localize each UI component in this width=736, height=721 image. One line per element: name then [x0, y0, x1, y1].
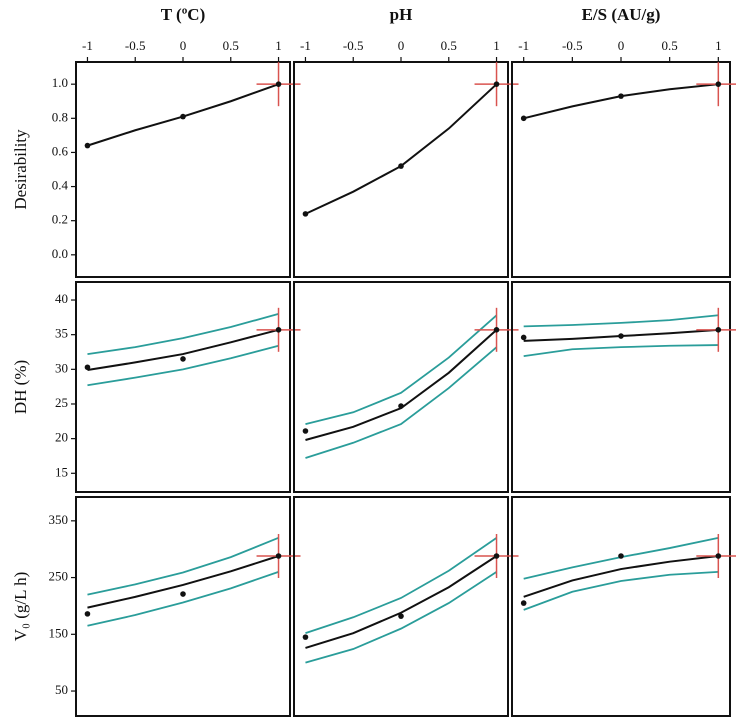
x-tick-label: 0.5	[441, 38, 457, 53]
x-tick-label: 0	[618, 38, 625, 53]
x-tick-label: -0.5	[562, 38, 583, 53]
y-tick-label: 20	[55, 430, 68, 445]
x-tick-label: 1	[715, 38, 722, 53]
line	[523, 314, 719, 328]
line	[87, 571, 279, 627]
data-point	[618, 553, 624, 559]
data-point	[398, 163, 404, 169]
data-point	[180, 356, 186, 362]
y-tick-label: 40	[55, 291, 68, 306]
panel	[511, 496, 731, 717]
line	[87, 555, 279, 609]
data-point	[302, 634, 309, 640]
line	[87, 328, 279, 372]
line	[305, 571, 498, 664]
x-tick-label: -1	[82, 38, 93, 53]
x-tick-label: 0	[398, 38, 405, 53]
data-point	[84, 364, 91, 371]
data-point	[493, 327, 500, 333]
x-tick-label: -1	[518, 38, 529, 53]
data-point	[618, 93, 624, 99]
data-point	[520, 115, 527, 122]
data-point	[520, 600, 527, 606]
data-point	[493, 81, 500, 87]
y-tick-label: 30	[55, 360, 68, 375]
line	[523, 555, 719, 598]
data-point	[715, 553, 722, 559]
panel	[75, 61, 291, 278]
panel	[293, 61, 509, 278]
data-point	[398, 403, 404, 409]
x-tick-label: 0.5	[662, 38, 678, 53]
y-tick-label: 1.0	[52, 75, 68, 90]
data-point	[180, 591, 186, 597]
y-tick-label: 15	[55, 464, 68, 479]
y-tick-label: 0.0	[52, 246, 68, 261]
x-tick-label: 1	[493, 38, 500, 53]
y-tick-label: 35	[55, 326, 68, 341]
y-tick-label: 350	[49, 512, 69, 527]
y-tick-label: 0.2	[52, 212, 68, 227]
y-tick-label: 150	[49, 625, 69, 640]
data-point	[618, 333, 624, 339]
x-tick-label: -0.5	[125, 38, 146, 53]
line	[87, 537, 279, 596]
data-point	[84, 611, 91, 617]
x-tick-label: 0	[180, 38, 187, 53]
panel	[75, 496, 291, 717]
data-point	[275, 553, 282, 559]
panel	[293, 496, 509, 717]
y-tick-label: 25	[55, 395, 68, 410]
y-tick-label: 50	[55, 682, 68, 697]
data-point	[398, 613, 404, 619]
data-point	[302, 211, 309, 217]
data-point	[520, 334, 527, 341]
data-point	[275, 327, 282, 333]
line	[523, 570, 719, 611]
line	[305, 83, 498, 215]
data-point	[715, 327, 722, 333]
column-title: T (ºC)	[161, 5, 206, 24]
line	[305, 537, 498, 635]
line	[305, 314, 498, 425]
data-point	[180, 113, 186, 120]
line	[523, 83, 719, 120]
y-axis-label: V₀ (g/L h)	[11, 572, 30, 642]
column-title: E/S (AU/g)	[582, 5, 661, 24]
line	[305, 555, 498, 649]
y-tick-label: 0.8	[52, 109, 68, 124]
x-tick-label: 1	[275, 38, 282, 53]
panel	[293, 281, 509, 493]
column-title: pH	[390, 5, 413, 24]
line	[305, 346, 498, 459]
y-axis-label: Desirability	[11, 129, 30, 210]
y-tick-label: 0.4	[52, 178, 69, 193]
data-point	[715, 81, 722, 87]
data-point	[302, 428, 309, 434]
line	[87, 313, 279, 355]
data-point	[275, 81, 282, 87]
panel	[511, 281, 731, 493]
line	[523, 344, 719, 358]
data-point	[493, 553, 500, 559]
y-tick-label: 0.6	[52, 143, 69, 158]
y-tick-label: 250	[49, 569, 69, 584]
panel	[75, 281, 291, 493]
x-tick-label: -1	[300, 38, 311, 53]
x-tick-label: 0.5	[223, 38, 239, 53]
line	[87, 344, 279, 387]
y-axis-label: DH (%)	[11, 360, 30, 414]
data-point	[84, 142, 91, 149]
x-tick-label: -0.5	[343, 38, 364, 53]
